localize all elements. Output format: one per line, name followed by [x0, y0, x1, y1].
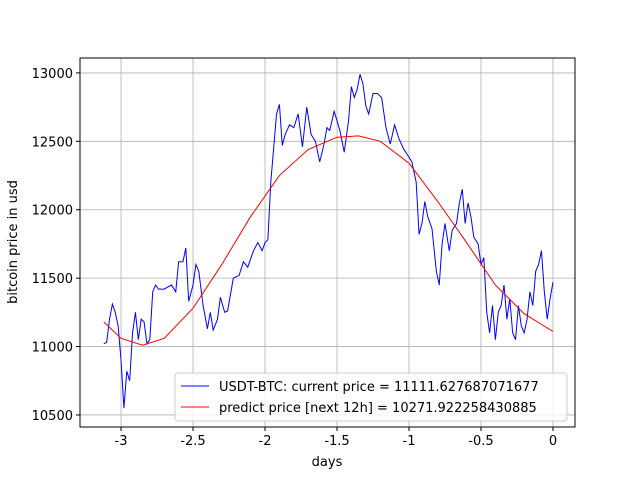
y-tick-label: 12500: [32, 135, 73, 150]
legend-label: USDT-BTC: current price = 11111.62768707…: [219, 380, 539, 395]
y-tick-label: 11000: [32, 341, 73, 356]
y-axis-label: bitcoin price in usd: [6, 180, 21, 304]
x-tick-label: -2: [259, 434, 272, 449]
legend: USDT-BTC: current price = 11111.62768707…: [174, 372, 568, 422]
x-tick-label: -1: [403, 434, 416, 449]
x-tick-label: 0: [549, 434, 557, 449]
y-tick-label: 11500: [32, 272, 73, 287]
series-line: [103, 74, 554, 409]
x-tick-label: -0.5: [468, 434, 493, 449]
y-tick-label: 12000: [32, 204, 73, 219]
x-tick-label: -3: [115, 434, 128, 449]
legend-label: predict price [next 12h] = 10271.9222584…: [219, 401, 537, 416]
x-tick-label: -1.5: [324, 434, 349, 449]
y-tick-label: 13000: [32, 67, 73, 82]
x-tick-label: -2.5: [180, 434, 205, 449]
series-line: [103, 135, 554, 346]
plot-frame: [79, 57, 576, 428]
x-axis-label: days: [312, 455, 343, 470]
y-tick-label: 10500: [32, 409, 73, 424]
legend-box: [174, 372, 568, 422]
